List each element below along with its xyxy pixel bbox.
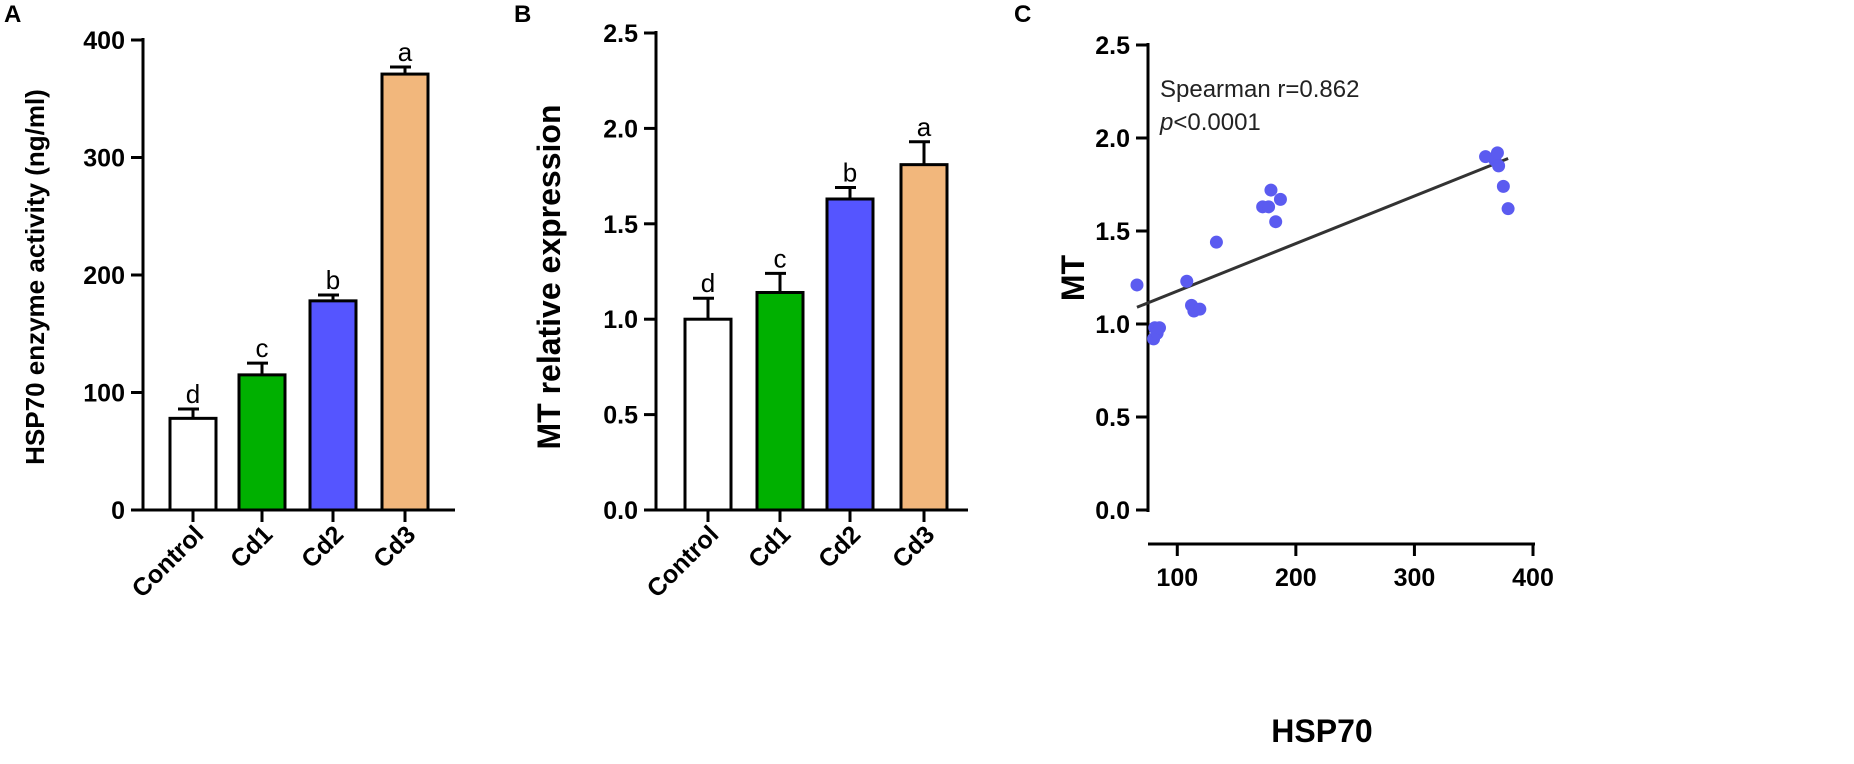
- scatter-point: [1490, 146, 1504, 160]
- category-label-a: Cd1: [225, 520, 278, 573]
- bar-b: [899, 163, 949, 512]
- scatter-point: [1492, 159, 1506, 173]
- regression-line: [1136, 157, 1509, 309]
- y-tick-label-c: 1.0: [1095, 311, 1130, 339]
- scatter-point: [1269, 215, 1283, 229]
- category-label-b: Cd3: [887, 520, 940, 573]
- y-axis-label-c: MT: [1055, 254, 1091, 301]
- panel-letter-a: A: [4, 1, 21, 28]
- y-axis-label-a: HSP70 enzyme activity (ng/ml): [20, 89, 50, 465]
- scatter-point: [1262, 200, 1276, 214]
- scatter-point: [1501, 202, 1515, 216]
- category-label-a: Cd3: [368, 520, 421, 573]
- x-tick-label-c: 100: [1156, 564, 1198, 592]
- bar-b: [755, 290, 805, 512]
- x-tick-label-c: 400: [1512, 564, 1554, 592]
- y-tick-label-b: 0.0: [603, 497, 638, 525]
- y-tick-label-c: 2.0: [1095, 125, 1130, 153]
- category-label-a: Control: [127, 520, 210, 603]
- chart-c: MT HSP70 Spearman r=0.862 p<0.0001 0.0 0.…: [1055, 32, 1554, 749]
- category-label-b: Control: [642, 520, 725, 603]
- scatter-point: [1264, 183, 1278, 197]
- y-tick-label-a: 200: [83, 262, 125, 290]
- bar-b: [825, 197, 875, 512]
- chart-b: MT relative expression 0.0 0.5 1.0 1.5 2.0 2.…: [531, 20, 968, 603]
- p-symbol: p: [1159, 109, 1173, 136]
- x-tick-label-c: 300: [1394, 564, 1436, 592]
- y-tick-label-a: 300: [83, 145, 125, 173]
- scatter-point: [1496, 179, 1510, 193]
- y-tick-label-b: 1.0: [603, 306, 638, 334]
- significance-letter-b: b: [843, 158, 857, 188]
- y-tick-label-c: 2.5: [1095, 32, 1130, 60]
- category-label-b: Cd2: [813, 520, 866, 573]
- scatter-point: [1180, 274, 1194, 288]
- significance-letter-b: c: [774, 243, 787, 273]
- x-axis-label-c: HSP70: [1271, 713, 1372, 749]
- scatter-point: [1130, 278, 1144, 292]
- significance-letter-a: b: [326, 265, 340, 295]
- y-tick-label-a: 100: [83, 380, 125, 408]
- scatter-point: [1193, 302, 1207, 316]
- y-tick-label-c: 0.5: [1095, 404, 1130, 432]
- significance-letter-a: c: [256, 333, 269, 363]
- y-tick-label-a: 0: [111, 497, 125, 525]
- y-tick-label-b: 1.5: [603, 211, 638, 239]
- p-value-annotation: p<0.0001: [1159, 109, 1261, 136]
- correlation-annotation: Spearman r=0.862: [1160, 76, 1359, 103]
- category-label-b: Cd1: [743, 520, 796, 573]
- scatter-point: [1209, 235, 1223, 249]
- bar-a: [380, 72, 430, 512]
- y-tick-label-a: 400: [83, 27, 125, 55]
- y-tick-label-b: 0.5: [603, 402, 638, 430]
- panel-letter-c: C: [1014, 1, 1031, 28]
- significance-letter-b: a: [917, 112, 932, 142]
- panel-letter-b: B: [514, 1, 531, 28]
- y-axis-label-b: MT relative expression: [531, 104, 567, 449]
- bar-a: [168, 416, 218, 512]
- significance-letter-b: d: [701, 268, 715, 298]
- y-tick-label-b: 2.0: [603, 115, 638, 143]
- p-value: <0.0001: [1173, 109, 1260, 136]
- bar-b: [683, 317, 733, 512]
- bar-a: [237, 373, 287, 512]
- x-tick-label-c: 200: [1275, 564, 1317, 592]
- category-label-a: Cd2: [296, 520, 349, 573]
- scatter-point: [1273, 192, 1287, 206]
- y-tick-label-c: 1.5: [1095, 218, 1130, 246]
- y-tick-label-b: 2.5: [603, 20, 638, 48]
- chart-a: HSP70 enzyme activity (ng/ml) 0 100 200 300…: [20, 27, 455, 603]
- scatter-point: [1153, 321, 1166, 335]
- y-tick-label-c: 0.0: [1095, 497, 1130, 525]
- significance-letter-a: a: [398, 37, 413, 67]
- bar-a: [308, 299, 358, 512]
- significance-letter-a: d: [186, 379, 200, 409]
